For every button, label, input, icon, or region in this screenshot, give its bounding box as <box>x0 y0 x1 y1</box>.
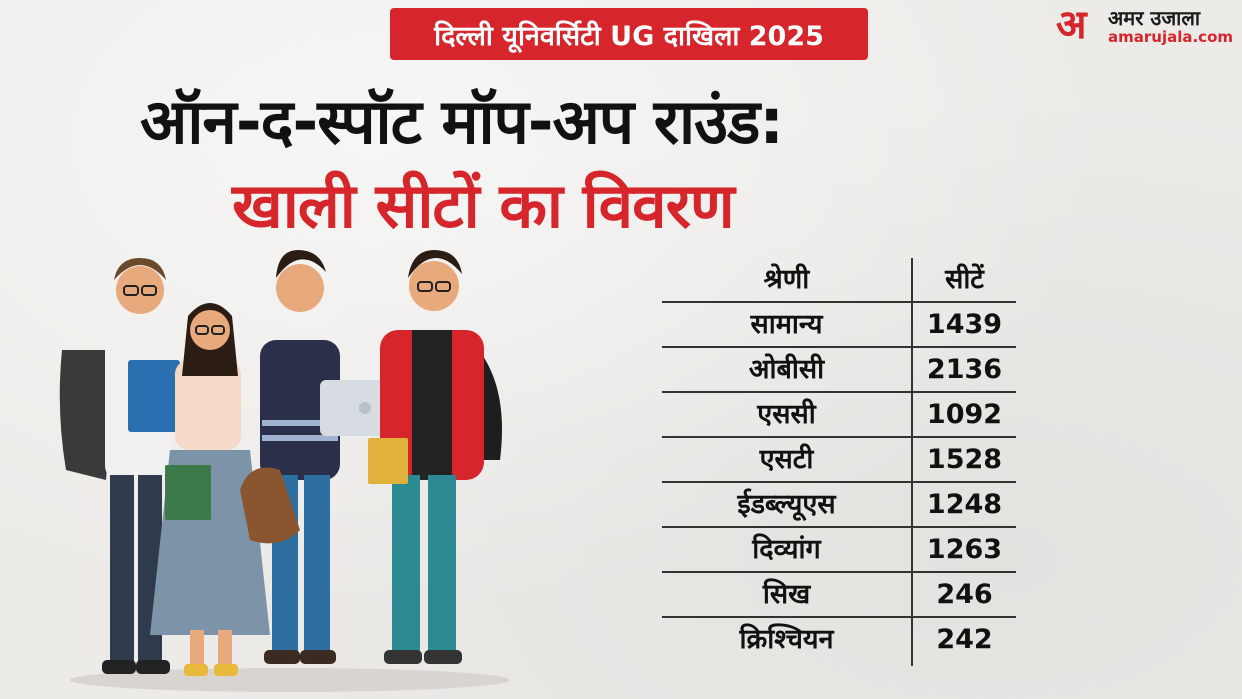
table-header-row: श्रेणी सीटें <box>662 258 1016 303</box>
headline-line-2: खाली सीटों का विवरण <box>232 169 735 242</box>
table-cell-category: सिख <box>762 579 811 610</box>
table-header-category: श्रेणी <box>763 264 810 295</box>
student-3 <box>240 250 410 664</box>
topic-badge: दिल्ली यूनिवर्सिटी UG दाखिला 2025 <box>390 8 868 60</box>
student-4 <box>368 250 502 664</box>
topic-badge-text: दिल्ली यूनिवर्सिटी UG दाखिला 2025 <box>434 20 824 52</box>
student-1 <box>59 258 180 674</box>
table-row: ओबीसी 2136 <box>662 348 1016 393</box>
table-row: सामान्य 1439 <box>662 303 1016 348</box>
table-cell-seats: 1439 <box>926 309 1003 340</box>
table-row: एसटी 1528 <box>662 438 1016 483</box>
table-rule <box>662 436 1016 438</box>
table-rule <box>662 346 1016 348</box>
table-rule <box>662 481 1016 483</box>
brand-logo: अ अमर उजाला amarujala.com <box>1056 2 1236 50</box>
table-cell-category: ओबीसी <box>748 354 825 385</box>
students-illustration <box>59 250 510 692</box>
student-2 <box>150 303 270 676</box>
table-cell-category: एससी <box>757 399 816 430</box>
table-column-divider <box>911 258 913 666</box>
table-rule <box>662 616 1016 618</box>
table-row: सिख 246 <box>662 573 1016 618</box>
table-cell-seats: 246 <box>936 579 993 610</box>
table-rule <box>662 301 1016 303</box>
table-cell-seats: 1092 <box>926 399 1003 430</box>
table-cell-seats: 1528 <box>926 444 1003 475</box>
table-rule <box>662 571 1016 573</box>
brand-logo-name: अमर उजाला <box>1108 6 1201 30</box>
table-header-seats: सीटें <box>945 264 984 295</box>
brand-logo-mark: अ <box>1056 2 1087 48</box>
table-cell-seats: 242 <box>936 624 993 655</box>
table-cell-seats: 1263 <box>926 534 1003 565</box>
brand-logo-domain: amarujala.com <box>1108 28 1234 46</box>
table-row: एससी 1092 <box>662 393 1016 438</box>
table-rule <box>662 526 1016 528</box>
table-row: क्रिश्चियन 242 <box>662 618 1016 663</box>
table-cell-category: दिव्यांग <box>752 534 821 565</box>
headline-line-1: ऑन-द-स्पॉट मॉप-अप राउंड: <box>140 85 784 158</box>
table-cell-category: क्रिश्चियन <box>739 624 834 655</box>
table-cell-seats: 1248 <box>926 489 1003 520</box>
table-cell-category: सामान्य <box>750 309 823 340</box>
table-rule <box>662 391 1016 393</box>
table-cell-category: ईडब्ल्यूएस <box>737 489 836 520</box>
table-cell-seats: 2136 <box>926 354 1003 385</box>
table-row: दिव्यांग 1263 <box>662 528 1016 573</box>
table-cell-category: एसटी <box>759 444 814 475</box>
table-row: ईडब्ल्यूएस 1248 <box>662 483 1016 528</box>
